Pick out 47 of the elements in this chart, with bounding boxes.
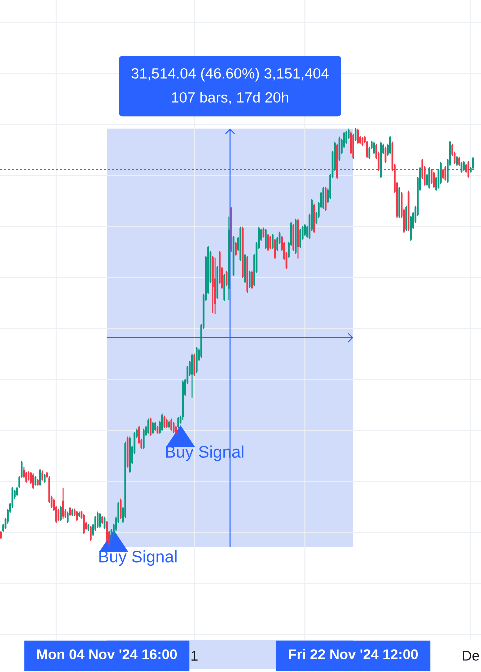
text: 107 bars, 17d 20h [172, 92, 288, 105]
annotation: Buy Signal [100, 550, 177, 566]
candlestick [67, 511, 69, 524]
candlestick [406, 205, 408, 232]
candlestick [143, 428, 145, 450]
x-tick-label: 1 [192, 651, 198, 661]
candlestick [96, 511, 99, 529]
candlestick [389, 135, 392, 154]
candlestick [410, 216, 412, 242]
text: 31,514.04 (46.60%) 3,151,404 [132, 68, 329, 82]
candlestick [433, 172, 436, 188]
candlestick [42, 470, 44, 482]
candlestick [444, 166, 447, 182]
x-tick-label: De [463, 651, 480, 661]
candlestick [172, 422, 175, 434]
candlestick [346, 130, 348, 144]
candlestick [170, 418, 172, 432]
candlestick [352, 133, 354, 160]
candlestick [60, 505, 62, 522]
candlestick [300, 228, 302, 249]
candlestick [30, 472, 32, 485]
candlestick [161, 413, 164, 432]
candlestick [265, 228, 267, 250]
candlestick [357, 128, 360, 144]
candlestick [94, 516, 96, 532]
candlestick [272, 234, 274, 250]
candlestick [83, 513, 85, 535]
candlestick [196, 346, 198, 374]
candlestick [148, 418, 150, 434]
x-tick-label: Mon 04 Nov '24 16:00 [38, 650, 178, 660]
candlestick [235, 241, 237, 256]
candlestick [150, 417, 152, 436]
candlestick [178, 416, 180, 429]
x-tick-label: Fri 22 Nov '24 12:00 [289, 649, 418, 660]
candlestick [32, 473, 34, 490]
candlestick [194, 353, 196, 377]
candlestick [248, 270, 251, 289]
candlestick [166, 418, 168, 429]
candlestick [456, 156, 458, 167]
candlestick [26, 472, 28, 484]
candlestick [90, 526, 92, 542]
candlestick [276, 236, 278, 252]
candlestick [324, 186, 327, 212]
candlestick [270, 236, 272, 250]
candlestick [322, 186, 324, 210]
candlestick [458, 156, 460, 167]
candlestick [120, 498, 122, 520]
